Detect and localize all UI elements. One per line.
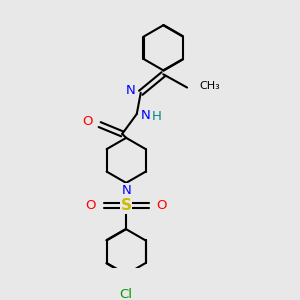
- Text: O: O: [156, 199, 166, 212]
- Text: H: H: [152, 110, 162, 123]
- Text: N: N: [140, 109, 150, 122]
- Text: O: O: [86, 199, 96, 212]
- Text: S: S: [121, 198, 132, 213]
- Text: N: N: [121, 184, 131, 197]
- Text: O: O: [82, 116, 93, 128]
- Text: N: N: [126, 85, 136, 98]
- Text: CH₃: CH₃: [199, 81, 220, 91]
- Text: Cl: Cl: [120, 288, 133, 300]
